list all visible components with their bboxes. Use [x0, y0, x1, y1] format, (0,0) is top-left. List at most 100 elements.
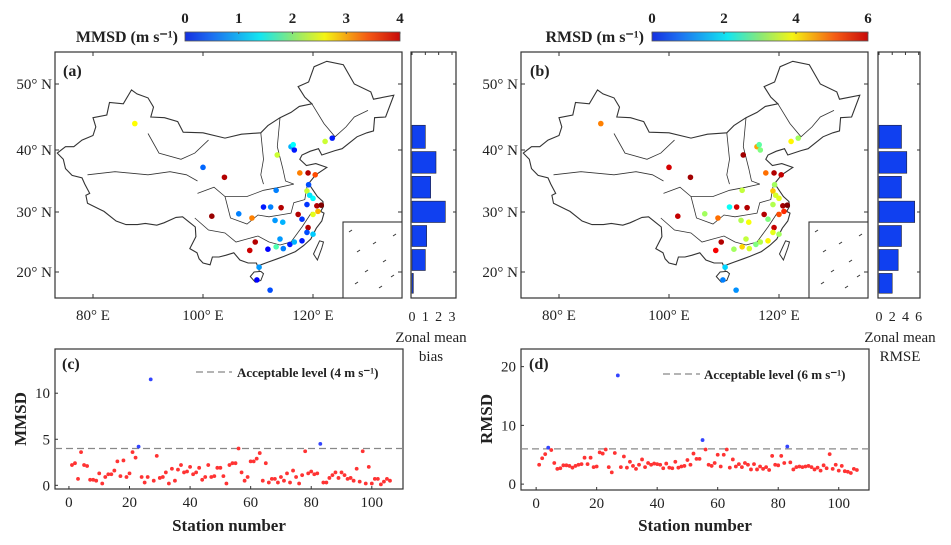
- station-point: [646, 461, 650, 465]
- station-point: [215, 465, 220, 470]
- station-point: [221, 474, 226, 479]
- station-point: [794, 465, 799, 469]
- colorbar-b: [651, 31, 869, 42]
- station-point: [382, 479, 386, 484]
- station-point: [812, 467, 817, 472]
- station-point: [342, 473, 347, 478]
- station-point: [797, 464, 802, 469]
- zonal-bar: [411, 151, 437, 174]
- station-point: [600, 451, 605, 456]
- station-point: [249, 215, 255, 221]
- island-mark: [858, 233, 863, 237]
- colorbar-tick-label: 2: [720, 11, 728, 27]
- station-point: [321, 480, 326, 485]
- station-point: [726, 204, 733, 210]
- station-point: [640, 457, 644, 462]
- station-point: [761, 211, 767, 218]
- station-point: [788, 138, 794, 145]
- y-tick-label: 20: [501, 360, 516, 376]
- lon-tick-label: 120° E: [292, 308, 333, 324]
- lat-tick-label: 40° N: [16, 143, 52, 159]
- station-point: [612, 451, 617, 455]
- province-boundary: [660, 211, 779, 246]
- station-point: [246, 247, 253, 254]
- station-point: [770, 454, 775, 458]
- colorbar-a-title: MMSD (m s⁻¹): [76, 29, 178, 46]
- station-point: [257, 451, 262, 455]
- station-point: [579, 462, 584, 467]
- island-mark: [830, 269, 835, 273]
- colorbar-a-ticks: 0 1 2 3 4: [181, 11, 404, 34]
- station-point: [770, 201, 776, 208]
- map-b-frame: [520, 51, 869, 299]
- station-point: [588, 455, 593, 460]
- station-point: [310, 211, 316, 218]
- x-tick-label: 80: [771, 496, 786, 512]
- station-point: [91, 477, 96, 482]
- station-point: [733, 287, 739, 293]
- zonal-bar: [878, 200, 916, 223]
- station-point: [720, 277, 726, 283]
- station-point: [182, 470, 186, 475]
- station-point: [157, 476, 162, 480]
- scatter-c-frame: [54, 348, 404, 490]
- zonal-bar: [878, 273, 893, 294]
- station-point: [694, 456, 699, 461]
- station-point: [385, 476, 389, 481]
- island-mark: [378, 285, 383, 289]
- china-outline: [522, 60, 861, 272]
- province-boundary: [742, 117, 760, 185]
- scatter-c-xlabel: Station number: [172, 516, 286, 535]
- station-point: [209, 475, 214, 479]
- station-point: [139, 475, 144, 479]
- island-mark: [382, 259, 387, 263]
- station-point: [273, 187, 279, 194]
- station-point: [715, 215, 721, 221]
- island-mark: [856, 274, 861, 278]
- station-point: [336, 476, 341, 480]
- station-point: [82, 463, 86, 467]
- station-point: [570, 465, 575, 470]
- island-mark: [820, 281, 825, 285]
- station-point: [151, 478, 156, 483]
- x-tick-label: 60: [243, 495, 258, 511]
- station-point: [305, 224, 311, 231]
- y-tick-label: 10: [35, 386, 50, 402]
- zonal-tick-label: 2: [435, 310, 442, 325]
- station-point: [280, 245, 287, 252]
- province-boundary: [197, 183, 294, 197]
- x-tick-label: 20: [589, 496, 604, 512]
- legend-c-text: Acceptable level (4 m s⁻¹): [237, 365, 378, 380]
- y-tick-label: 5: [43, 432, 51, 448]
- station-point: [251, 459, 256, 464]
- station-point: [757, 147, 764, 153]
- station-point: [297, 170, 303, 176]
- province-boundary: [690, 183, 774, 225]
- station-point: [772, 192, 779, 199]
- zonal-tick-label: 3: [449, 310, 456, 325]
- station-point: [239, 470, 244, 475]
- station-point: [576, 462, 581, 467]
- map-b: 80° E 100° E 120° E 50° N 40° N 30° N 20° N: [482, 52, 868, 324]
- station-point: [265, 246, 271, 252]
- station-point: [103, 475, 108, 479]
- zonal-tick-label: 1: [422, 310, 429, 325]
- station-point: [188, 464, 192, 469]
- station-point: [552, 461, 557, 465]
- station-point: [740, 465, 744, 469]
- station-point: [279, 219, 286, 225]
- station-point: [206, 463, 211, 467]
- station-point: [267, 204, 274, 210]
- station-point: [315, 471, 320, 476]
- station-point-above-threshold: [700, 438, 705, 442]
- station-point: [121, 458, 126, 463]
- station-point: [712, 461, 717, 465]
- station-point: [375, 476, 380, 481]
- scatter-d-chart: 0 20 40 60 80 100 0 10 20: [501, 360, 869, 512]
- station-point: [739, 244, 745, 250]
- station-point: [179, 463, 183, 467]
- zonal-bar: [878, 176, 902, 199]
- lon-tick-label: 120° E: [758, 308, 799, 324]
